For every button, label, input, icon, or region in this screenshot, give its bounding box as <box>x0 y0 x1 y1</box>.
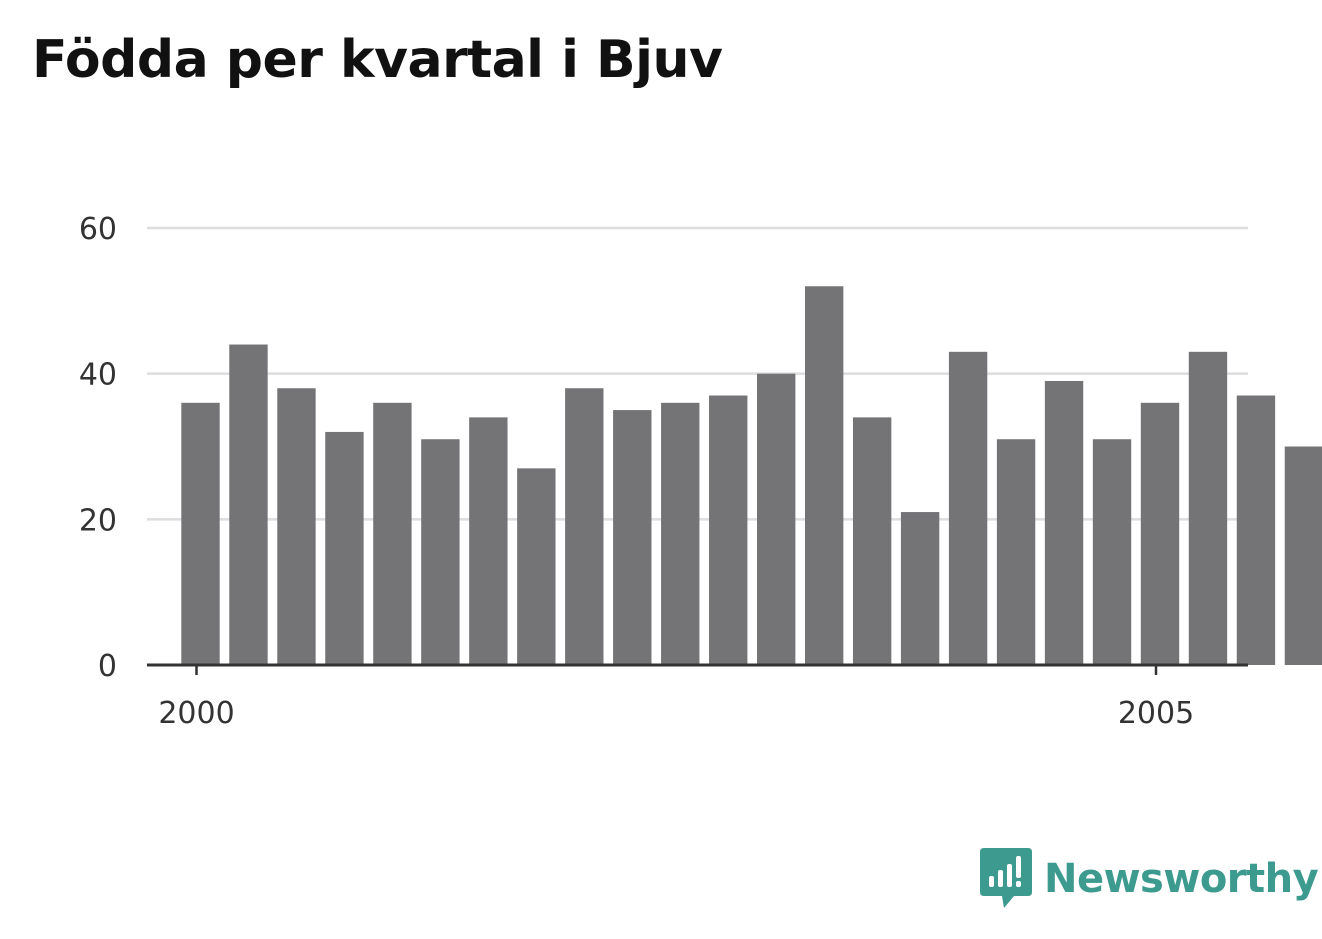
bar <box>469 417 508 665</box>
bar <box>1236 395 1276 665</box>
bar <box>229 344 268 665</box>
chart-title: Födda per kvartal i Bjuv <box>32 30 723 90</box>
bar <box>804 286 844 665</box>
axis-layer <box>147 663 1248 675</box>
bar <box>852 417 892 665</box>
y-tick-label: 60 <box>79 212 117 247</box>
bar <box>613 410 652 665</box>
bars-layer <box>181 286 1322 665</box>
bar <box>996 439 1036 665</box>
bar <box>1044 380 1084 665</box>
y-tick-label: 20 <box>79 503 117 538</box>
bar <box>373 402 412 665</box>
brand-name: Newsworthy <box>1044 856 1319 902</box>
newsworthy-logo-icon <box>980 848 1032 908</box>
y-tick-label: 0 <box>98 649 117 684</box>
bar <box>277 388 316 665</box>
bar <box>709 395 748 665</box>
bar <box>1284 446 1322 665</box>
y-tick-label: 40 <box>79 358 117 393</box>
brand: Newsworthy <box>980 848 1319 910</box>
bar <box>517 468 556 665</box>
bar <box>565 388 604 665</box>
bar <box>757 373 796 665</box>
bar <box>1188 351 1228 665</box>
bar <box>421 439 460 665</box>
bar <box>1092 439 1132 665</box>
bar <box>661 402 700 665</box>
bar <box>1140 402 1180 665</box>
labels-layer: 020406044200020052010201520202025 <box>79 212 1194 731</box>
bar <box>181 402 220 665</box>
x-tick-label: 2000 <box>158 696 234 731</box>
x-tick-label: 2005 <box>1118 696 1194 731</box>
bar <box>325 431 364 665</box>
bar <box>900 512 940 665</box>
bar <box>948 351 988 665</box>
